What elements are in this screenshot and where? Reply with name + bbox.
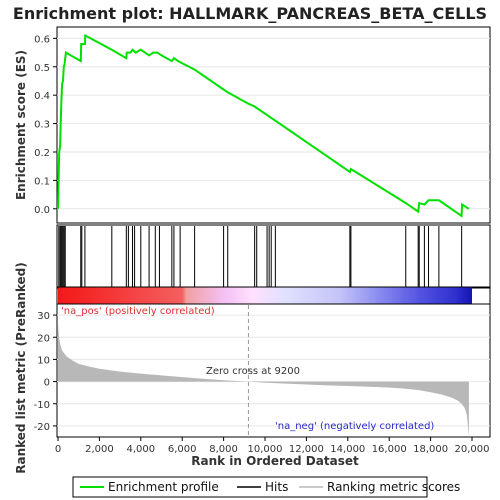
es-y-tick-label: 0.1	[34, 176, 50, 187]
enrichment-profile-line	[57, 33, 470, 218]
es-y-tick-label: 0.4	[34, 91, 50, 102]
metric-y-axis-label: Ranked list metric (PreRanked)	[14, 262, 28, 474]
metric-x-axis-label: Rank in Ordered Dataset	[191, 454, 359, 468]
metric-x-tick-label: 8,000	[209, 444, 238, 455]
metric-x-tick-label: 10,000	[248, 444, 283, 455]
metric-x-ticks: 0 2,000 4,000 6,000 8,000 10,000 12,000 14,000 1…	[55, 437, 490, 455]
es-y-axis-label: Enrichment score (ES)	[14, 50, 28, 200]
metric-x-tick-label: 16,000	[372, 444, 407, 455]
metric-y-tick-label: 20	[37, 333, 50, 344]
metric-y-tick-label: 0	[44, 378, 50, 389]
hits-panel-frame	[56, 224, 491, 289]
es-y-tick-label: 0.0	[34, 205, 50, 216]
rank-color-band	[56, 286, 491, 305]
metric-x-tick-label: 20,000	[455, 444, 490, 455]
metric-x-tick-label: 6,000	[168, 444, 197, 455]
metric-y-ticks: -20 -10 0 10 20 30	[34, 311, 57, 433]
metric-x-tick-label: 12,000	[289, 444, 324, 455]
legend-label-hits: Hits	[265, 480, 288, 494]
legend-label-ranking-metric-scores: Ranking metric scores	[327, 480, 460, 494]
metric-y-tick-label: -10	[34, 400, 50, 411]
es-gridlines	[57, 37, 490, 210]
metric-x-tick-label: 0	[55, 444, 61, 455]
es-y-tick-label: 0.3	[34, 120, 50, 131]
es-y-tick-label: 0.6	[34, 34, 50, 45]
metric-y-tick-label: 10	[37, 355, 50, 366]
legend-label-enrichment-profile: Enrichment profile	[108, 480, 219, 494]
ranking-metric-area	[58, 323, 469, 437]
legend: Enrichment profile Hits Ranking metric s…	[72, 476, 460, 498]
chart-title: Enrichment plot: HALLMARK_PANCREAS_BETA_…	[13, 4, 487, 23]
hit-marks	[58, 226, 463, 287]
positive-correlation-label: 'na_pos' (positively correlated)	[61, 306, 215, 317]
metric-y-tick-label: -20	[34, 422, 50, 433]
es-panel: 0.0 0.1 0.2 0.3 0.4 0.5 0.6 Enrichment score (…	[14, 26, 491, 224]
zero-cross-label: Zero cross at 9200	[206, 366, 300, 377]
metric-x-tick-label: 4,000	[126, 444, 155, 455]
negative-correlation-label: 'na_neg' (negatively correlated)	[275, 421, 434, 432]
metric-x-tick-label: 2,000	[85, 444, 114, 455]
es-y-tick-label: 0.5	[34, 63, 50, 74]
es-y-tick-label: 0.2	[34, 148, 50, 159]
metric-y-tick-label: 30	[37, 311, 50, 322]
rank-color-gradient	[58, 287, 472, 304]
metric-panel-frame	[56, 303, 491, 438]
metric-x-tick-label: 18,000	[413, 444, 448, 455]
hits-panel	[56, 224, 491, 289]
metric-x-tick-label: 14,000	[330, 444, 365, 455]
es-y-ticks: 0.0 0.1 0.2 0.3 0.4 0.5 0.6	[34, 34, 57, 216]
es-panel-frame	[56, 26, 491, 224]
metric-panel: Zero cross at 9200 'na_pos' (positively …	[14, 262, 491, 474]
